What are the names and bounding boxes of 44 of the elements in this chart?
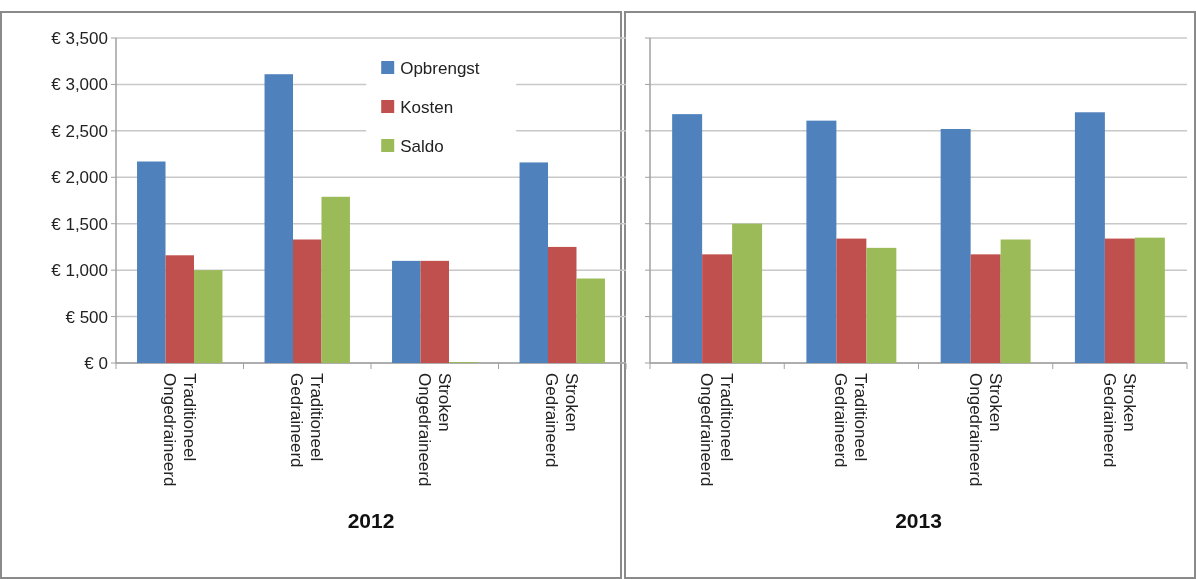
x-tick-label: Stroken Gedraineerd [1099,373,1139,468]
bar [1104,238,1135,363]
x-tick-label: Stroken Ongedraineerd [414,373,454,487]
bar [519,162,549,363]
bar [321,196,350,363]
legend-label: Kosten [400,97,454,117]
bar [264,74,294,363]
bar [970,254,1001,363]
bar [940,129,971,363]
bar [293,239,322,363]
legend-label: Saldo [400,136,444,156]
x-tick-label: Traditioneel Ongedraineerd [697,373,737,487]
x-tick-label: Traditioneel Gedraineerd [831,373,871,468]
y-tick-label: € 3,000 [51,75,108,95]
bar [732,223,763,363]
bar [137,161,166,363]
y-tick-label: € 3,500 [51,28,108,48]
bar [420,260,449,363]
legend-label: Opbrengst [400,58,480,78]
bar [1134,237,1165,363]
bar [1000,239,1031,363]
y-tick-label: € 1,500 [51,214,108,234]
bar [193,270,223,363]
bar [548,246,577,363]
y-tick-label: € 1,000 [51,261,108,281]
bar [702,254,733,363]
x-axis-title: 2012 [347,509,395,532]
x-tick-label: Traditioneel Gedraineerd [287,373,327,468]
bar [866,247,897,363]
x-tick-label: Traditioneel Ongedraineerd [159,373,199,487]
bar [836,238,867,363]
y-tick-label: € 500 [65,307,108,327]
y-tick-label: € 0 [84,353,108,373]
x-axis-title: 2013 [895,509,942,532]
bar [576,278,605,363]
bar [165,255,194,363]
bar [672,114,703,363]
bar [392,260,421,363]
bar [806,120,837,363]
y-tick-label: € 2,000 [51,168,108,188]
bar [1074,112,1105,363]
x-tick-label: Stroken Ongedraineerd [965,373,1005,487]
x-tick-label: Stroken Gedraineerd [542,373,582,468]
y-tick-label: € 2,500 [51,121,108,141]
